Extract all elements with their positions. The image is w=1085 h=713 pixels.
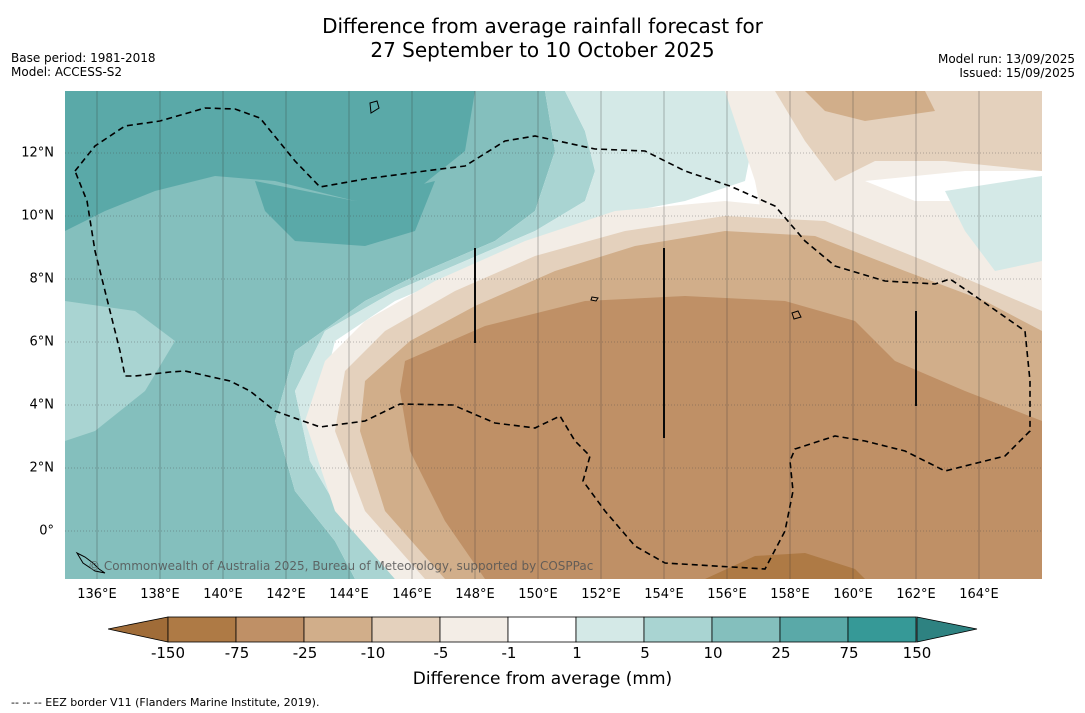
meta-right: Model run: 13/09/2025 Issued: 15/09/2025 (938, 52, 1075, 80)
contour-wet-25 (65, 91, 475, 231)
title-line-2: 27 September to 10 October 2025 (370, 38, 715, 62)
colorbar-cell (167, 616, 237, 643)
y-tick-label: 10°N (21, 208, 54, 224)
x-tick-label: 148°E (455, 587, 495, 602)
copyright-notice: © Commonwealth of Australia 2025, Bureau… (88, 559, 594, 573)
colorbar-label: 150 (902, 644, 932, 662)
colorbar-cell (303, 616, 373, 643)
contour-dry-neg25 (400, 296, 1042, 579)
contour-dry-neg75 (705, 553, 865, 579)
x-tick-label: 158°E (770, 587, 810, 602)
y-tick-label: 8°N (29, 271, 55, 287)
colorbar-label: -25 (292, 644, 318, 662)
contour-wet-10 (65, 91, 555, 579)
x-tick-label: 160°E (833, 587, 873, 602)
x-tick-label: 136°E (77, 587, 117, 602)
y-tick-label: 6°N (29, 334, 55, 350)
x-tick-label: 150°E (518, 587, 558, 602)
colorbar-label: -10 (360, 644, 386, 662)
contour-wet-25b (255, 181, 435, 246)
contour-left-5 (65, 301, 175, 441)
coastline-island-1 (369, 100, 380, 114)
y-tick-label: 0° (39, 523, 54, 539)
x-tick-label: 152°E (581, 587, 621, 602)
coastline-island-3 (590, 296, 599, 302)
contour-wet-5 (275, 91, 595, 579)
model-label: Model: ACCESS-S2 (11, 65, 123, 79)
coastline-island-4 (75, 551, 106, 574)
x-tick-label: 156°E (707, 587, 747, 602)
y-tick-label: 2°N (29, 460, 55, 476)
colorbar-cell (235, 616, 305, 643)
colorbar (108, 616, 978, 643)
graticule (65, 152, 1042, 532)
rainfall-map (65, 91, 1042, 579)
coastline-island-2 (791, 310, 802, 320)
colorbar-cell (371, 616, 441, 643)
meridians (96, 91, 980, 579)
colorbar-label: 1 (572, 644, 582, 662)
colorbar-cell (439, 616, 509, 643)
colorbar-extend-low (108, 616, 169, 643)
colorbar-label: 75 (839, 644, 859, 662)
colorbar-label: -150 (150, 644, 186, 662)
eez-footnote: -- -- -- EEZ border V11 (Flanders Marine… (11, 696, 320, 709)
contour-right-wet (945, 176, 1042, 271)
colorbar-cell (575, 616, 645, 643)
colorbar-cell (847, 616, 917, 643)
colorbar-label: -75 (224, 644, 250, 662)
x-tick-label: 140°E (203, 587, 243, 602)
rainfall-map-svg (65, 91, 1042, 579)
x-tick-label: 162°E (896, 587, 936, 602)
colorbar-label: 5 (640, 644, 650, 662)
chart-title: Difference from average rainfall forecas… (0, 14, 1085, 62)
base-period-label: Base period: 1981-2018 (11, 51, 156, 65)
meta-left: Base period: 1981-2018 Model: ACCESS-S2 (11, 51, 156, 79)
colorbar-label: 25 (771, 644, 791, 662)
x-tick-label: 154°E (644, 587, 684, 602)
x-tick-label: 142°E (266, 587, 306, 602)
colorbar-cell (643, 616, 713, 643)
x-tick-label: 138°E (140, 587, 180, 602)
x-tick-label: 146°E (392, 587, 432, 602)
x-tick-label: 144°E (329, 587, 369, 602)
y-tick-label: 12°N (21, 145, 54, 161)
colorbar-cell (779, 616, 849, 643)
colorbar-label: -5 (433, 644, 449, 662)
colorbar-label: 10 (703, 644, 723, 662)
x-tick-label: 164°E (959, 587, 999, 602)
colorbar-cells (167, 616, 917, 643)
title-line-1: Difference from average rainfall forecas… (322, 14, 763, 38)
colorbar-extend-high (916, 616, 978, 643)
y-tick-label: 4°N (29, 397, 55, 413)
contour-wet-1 (295, 91, 755, 579)
contour-dry-10 (805, 91, 935, 121)
model-run-label: Model run: 13/09/2025 (937, 52, 1075, 66)
colorbar-label: -1 (501, 644, 517, 662)
colorbar-cell (507, 616, 577, 643)
issued-label: Issued: 15/09/2025 (959, 66, 1075, 80)
eez-border (74, 107, 1031, 570)
colorbar-cell (711, 616, 781, 643)
colorbar-title: Difference from average (mm) (412, 669, 673, 689)
